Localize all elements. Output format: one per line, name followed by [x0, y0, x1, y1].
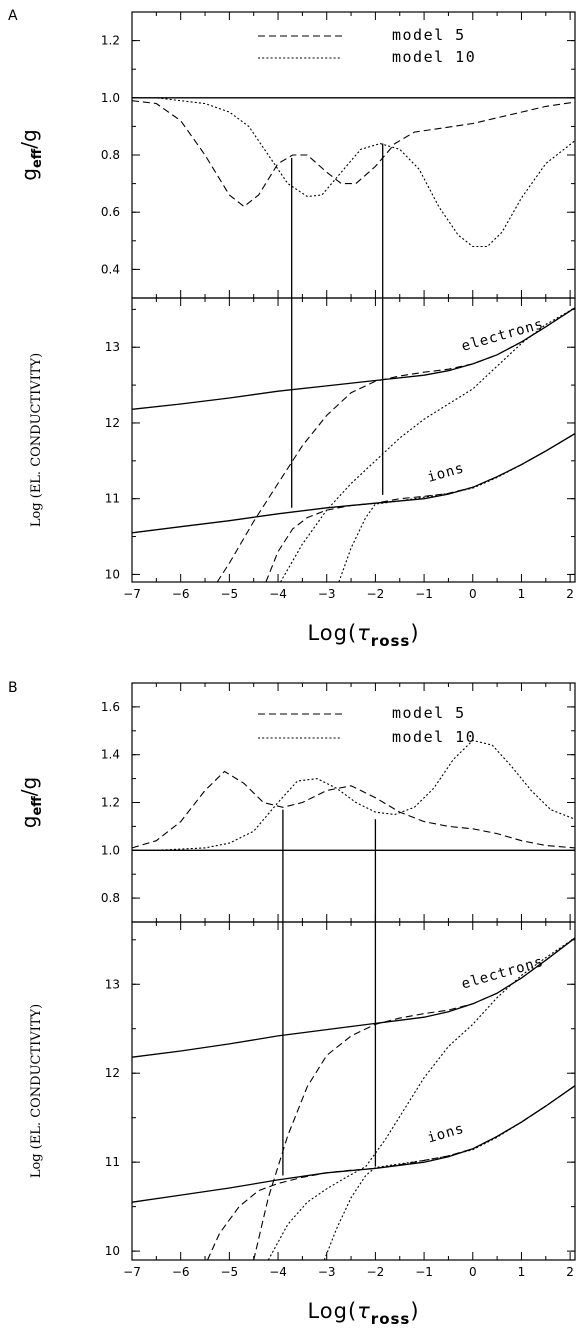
x-tick-label: 1 — [518, 587, 526, 601]
annotation-ions: ions — [426, 1121, 467, 1147]
series-model-5 — [132, 100, 575, 208]
legend-label: model 5 — [392, 26, 466, 44]
y-tick-label: 13 — [105, 340, 120, 354]
series-model-10-ions — [323, 1085, 575, 1260]
series-model-5-ions — [265, 433, 575, 582]
y-axis-label: Log (EL. CONDUCTIVITY) — [29, 353, 44, 527]
x-axis-label: Log(τross) — [307, 621, 419, 650]
x-tick-label: 2 — [566, 1265, 574, 1279]
x-tick-label: −4 — [269, 1265, 287, 1279]
y-tick-label: 10 — [105, 1244, 120, 1258]
x-tick-label: −2 — [367, 1265, 385, 1279]
legend-label: model 5 — [392, 704, 466, 722]
y-tick-label: 0.8 — [101, 891, 120, 905]
series-model-10 — [132, 97, 575, 248]
series-model-10-ions — [338, 433, 575, 582]
y-tick-label: 1.6 — [101, 700, 120, 714]
y-tick-label: 0.6 — [101, 205, 120, 219]
y-tick-label: 1.0 — [101, 843, 120, 857]
plot-frame — [131, 297, 576, 583]
y-tick-label: 1.2 — [101, 34, 120, 48]
x-tick-label: −6 — [172, 587, 190, 601]
y-tick-label: 13 — [105, 977, 120, 991]
y-axis-label: Log (EL. CONDUCTIVITY) — [29, 1004, 44, 1178]
y-tick-label: 1.2 — [101, 796, 120, 810]
x-tick-label: −7 — [123, 587, 141, 601]
x-tick-label: −3 — [318, 1265, 336, 1279]
plot-frame — [131, 682, 576, 923]
x-tick-label: −1 — [415, 587, 433, 601]
x-tick-label: −3 — [318, 587, 336, 601]
y-tick-label: 1.4 — [101, 748, 120, 762]
series-model-5-electrons — [253, 937, 575, 1260]
y-axis-label: geff/g — [17, 129, 45, 181]
y-tick-label: 0.4 — [101, 262, 120, 276]
series-ions — [132, 433, 575, 534]
x-tick-label: 0 — [469, 587, 477, 601]
panel-label: B — [8, 680, 18, 696]
series-model-10-electrons — [280, 307, 575, 582]
legend-label: model 10 — [392, 48, 476, 66]
y-tick-label: 11 — [105, 492, 120, 506]
x-tick-label: −5 — [221, 1265, 239, 1279]
x-tick-label: −2 — [367, 587, 385, 601]
annotation-ions: ions — [426, 460, 467, 486]
series-electrons — [132, 307, 575, 410]
y-tick-label: 1.0 — [101, 91, 120, 105]
series-electrons — [132, 937, 575, 1058]
x-tick-label: 1 — [518, 1265, 526, 1279]
plot-frame — [131, 11, 576, 299]
x-tick-label: 0 — [469, 1265, 477, 1279]
y-tick-label: 12 — [105, 416, 120, 430]
series-model-10-electrons — [267, 937, 575, 1260]
x-axis-label: Log(τross) — [307, 1299, 419, 1328]
series-ions — [132, 1085, 575, 1203]
x-tick-label: −7 — [123, 1265, 141, 1279]
series-model-5-electrons — [216, 307, 575, 582]
x-tick-label: −4 — [269, 587, 287, 601]
series-model-10 — [132, 739, 575, 851]
y-tick-label: 10 — [105, 567, 120, 581]
y-tick-label: 11 — [105, 1155, 120, 1169]
x-tick-label: 2 — [566, 587, 574, 601]
y-tick-label: 0.8 — [101, 148, 120, 162]
x-tick-label: −5 — [221, 587, 239, 601]
annotation-electrons: electrons — [460, 954, 546, 993]
y-tick-label: 12 — [105, 1066, 120, 1080]
series-model-5-ions — [206, 1085, 575, 1260]
x-tick-label: −6 — [172, 1265, 190, 1279]
y-axis-label: geff/g — [17, 777, 45, 829]
legend-label: model 10 — [392, 728, 476, 746]
series-model-5 — [132, 770, 575, 849]
x-tick-label: −1 — [415, 1265, 433, 1279]
plot-frame — [131, 921, 576, 1261]
panel-label: A — [8, 8, 18, 24]
